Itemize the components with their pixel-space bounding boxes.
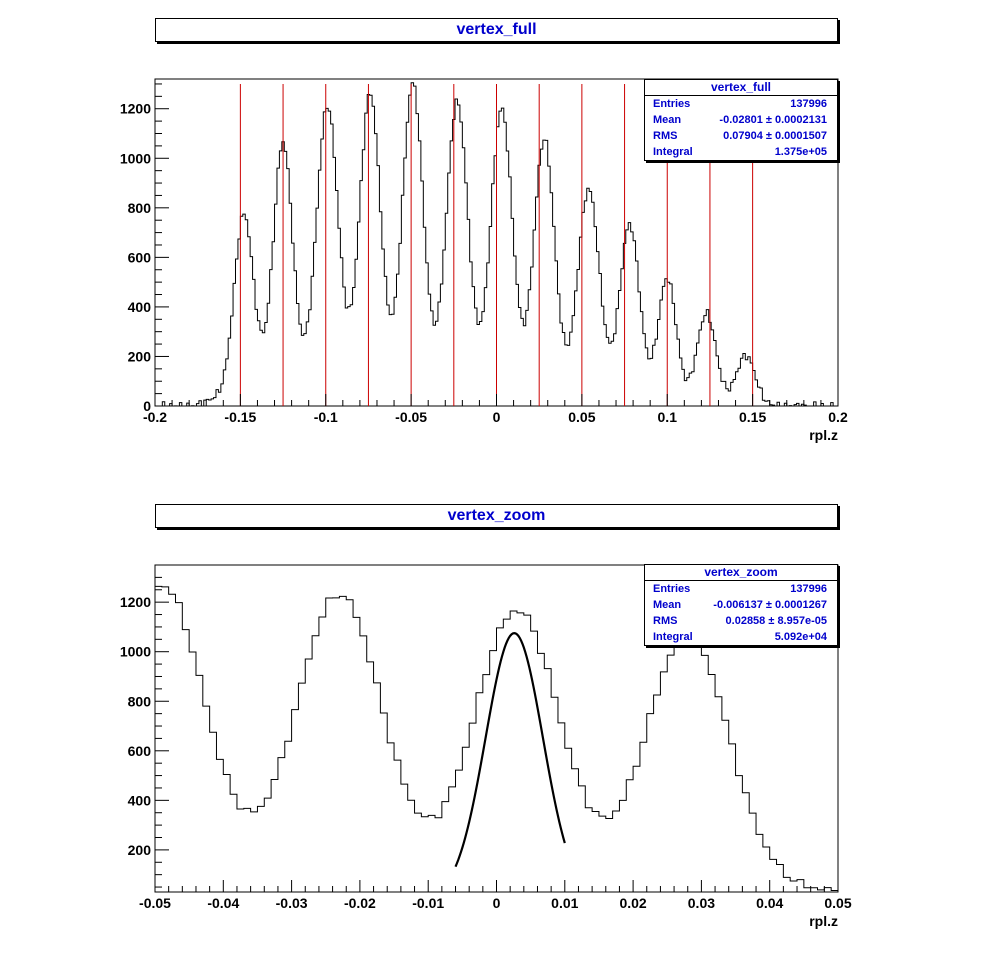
stats-title: vertex_zoom — [645, 565, 837, 581]
stats-value: 137996 — [790, 583, 827, 595]
y-tick-label: 800 — [128, 200, 152, 216]
x-tick-label: 0.15 — [739, 409, 766, 425]
x-tick-label: 0 — [493, 895, 501, 911]
stats-row-integral: Integral 5.092e+04 — [645, 629, 837, 645]
y-tick-label: 800 — [128, 693, 152, 709]
stats-label: Entries — [653, 98, 691, 110]
x-tick-label: -0.01 — [412, 895, 444, 911]
stats-title: vertex_full — [645, 80, 837, 96]
stats-label: Mean — [653, 599, 682, 611]
y-tick-label: 600 — [128, 249, 152, 265]
x-axis-label: rpl.z — [809, 913, 838, 929]
stats-row-rms: RMS 0.07904 ± 0.0001507 — [645, 128, 837, 144]
stats-value: 0.02858 ± 8.957e-05 — [725, 615, 827, 627]
stats-label: RMS — [653, 130, 678, 142]
gaussian-fit-curve — [454, 631, 566, 868]
x-tick-label: 0.02 — [619, 895, 646, 911]
x-tick-label: -0.05 — [139, 895, 171, 911]
stats-label: Entries — [653, 583, 691, 595]
x-tick-label: 0.01 — [551, 895, 578, 911]
stats-row-rms: RMS 0.02858 ± 8.957e-05 — [645, 613, 837, 629]
x-tick-label: 0.03 — [688, 895, 715, 911]
y-tick-label: 200 — [128, 842, 152, 858]
y-tick-label: 1200 — [120, 101, 151, 117]
histogram-line — [155, 82, 838, 407]
x-tick-label: 0 — [493, 409, 501, 425]
x-tick-label: -0.2 — [143, 409, 167, 425]
y-tick-label: 200 — [128, 348, 152, 364]
stats-box-vertex-full: vertex_full Entries 137996 Mean -0.02801 ±… — [644, 79, 838, 161]
stats-value: -0.02801 ± 0.0002131 — [719, 114, 827, 126]
stats-label: Integral — [653, 146, 693, 158]
x-tick-label: -0.15 — [224, 409, 256, 425]
y-tick-label: 400 — [128, 792, 152, 808]
x-tick-label: -0.03 — [276, 895, 308, 911]
stats-label: RMS — [653, 615, 678, 627]
x-tick-label: 0.05 — [568, 409, 595, 425]
x-tick-label: 0.04 — [756, 895, 783, 911]
stats-label: Integral — [653, 631, 693, 643]
y-tick-label: 1000 — [120, 150, 151, 166]
stats-box-vertex-zoom: vertex_zoom Entries 137996 Mean -0.006137 … — [644, 564, 838, 646]
stats-row-integral: Integral 1.375e+05 — [645, 144, 837, 160]
y-tick-label: 0 — [143, 398, 151, 414]
stats-label: Mean — [653, 114, 682, 126]
panel-title-vertex-full: vertex_full — [155, 18, 838, 42]
stats-row-entries: Entries 137996 — [645, 581, 837, 597]
x-tick-label: -0.05 — [395, 409, 427, 425]
stats-value: 1.375e+05 — [774, 146, 827, 158]
x-axis-label: rpl.z — [809, 427, 838, 443]
x-tick-label: -0.1 — [314, 409, 338, 425]
x-tick-label: 0.1 — [658, 409, 678, 425]
x-tick-label: 0.05 — [824, 895, 851, 911]
y-tick-label: 600 — [128, 743, 152, 759]
x-tick-label: -0.02 — [344, 895, 376, 911]
x-tick-label: 0.2 — [828, 409, 848, 425]
stats-value: -0.006137 ± 0.0001267 — [713, 599, 827, 611]
stats-value: 5.092e+04 — [774, 631, 827, 643]
y-tick-label: 1000 — [120, 644, 151, 660]
stats-row-entries: Entries 137996 — [645, 96, 837, 112]
y-tick-label: 1200 — [120, 594, 151, 610]
panel-title-vertex-zoom: vertex_zoom — [155, 504, 838, 528]
y-tick-label: 400 — [128, 299, 152, 315]
x-tick-label: -0.04 — [207, 895, 239, 911]
stats-row-mean: Mean -0.006137 ± 0.0001267 — [645, 597, 837, 613]
histogram-line — [154, 585, 838, 892]
stats-value: 0.07904 ± 0.0001507 — [723, 130, 827, 142]
stats-row-mean: Mean -0.02801 ± 0.0002131 — [645, 112, 837, 128]
stats-value: 137996 — [790, 98, 827, 110]
